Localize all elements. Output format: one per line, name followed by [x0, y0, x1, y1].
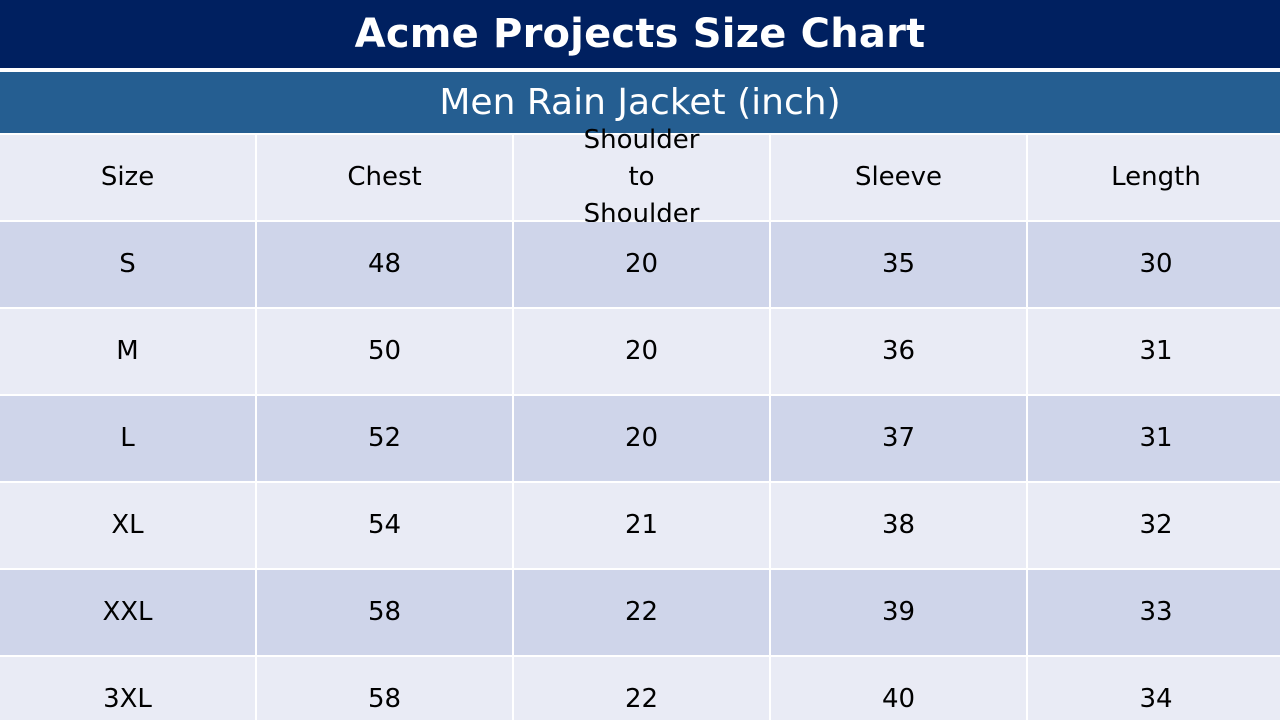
cell-length: 34 — [1028, 657, 1280, 720]
cell-shoulder: 20 — [514, 396, 769, 481]
subtitle-bar: Men Rain Jacket (inch) — [0, 72, 1280, 133]
cell-chest: 58 — [257, 570, 512, 655]
page-subtitle: Men Rain Jacket (inch) — [439, 82, 841, 123]
cell-size: 3XL — [0, 657, 255, 720]
header-shoulder: Shoulder to Shoulder — [514, 125, 769, 229]
cell-size: XL — [0, 483, 255, 568]
cell-chest: 58 — [257, 657, 512, 720]
header-sleeve: Sleeve — [771, 135, 1026, 220]
cell-sleeve: 38 — [771, 483, 1026, 568]
cell-shoulder: 22 — [514, 570, 769, 655]
cell-sleeve: 39 — [771, 570, 1026, 655]
header-length: Length — [1028, 135, 1280, 220]
cell-size: XXL — [0, 570, 255, 655]
cell-sleeve: 40 — [771, 657, 1026, 720]
cell-length: 32 — [1028, 483, 1280, 568]
header-chest: Chest — [257, 135, 512, 220]
cell-shoulder: 21 — [514, 483, 769, 568]
cell-shoulder: 20 — [514, 222, 769, 307]
cell-chest: 50 — [257, 309, 512, 394]
cell-chest: 48 — [257, 222, 512, 307]
cell-size: M — [0, 309, 255, 394]
cell-chest: 52 — [257, 396, 512, 481]
cell-length: 30 — [1028, 222, 1280, 307]
cell-length: 31 — [1028, 396, 1280, 481]
cell-size: S — [0, 222, 255, 307]
cell-size: L — [0, 396, 255, 481]
page-title: Acme Projects Size Chart — [354, 11, 926, 57]
title-bar: Acme Projects Size Chart — [0, 0, 1280, 68]
cell-shoulder: 22 — [514, 657, 769, 720]
cell-sleeve: 37 — [771, 396, 1026, 481]
cell-shoulder: 20 — [514, 309, 769, 394]
cell-length: 31 — [1028, 309, 1280, 394]
cell-sleeve: 35 — [771, 222, 1026, 307]
size-table: Size Chest Shoulder to Shoulder Sleeve L… — [0, 125, 1280, 720]
cell-sleeve: 36 — [771, 309, 1026, 394]
header-size: Size — [0, 135, 255, 220]
cell-chest: 54 — [257, 483, 512, 568]
header-shoulder-label: Shoulder to Shoulder — [583, 125, 700, 229]
cell-length: 33 — [1028, 570, 1280, 655]
